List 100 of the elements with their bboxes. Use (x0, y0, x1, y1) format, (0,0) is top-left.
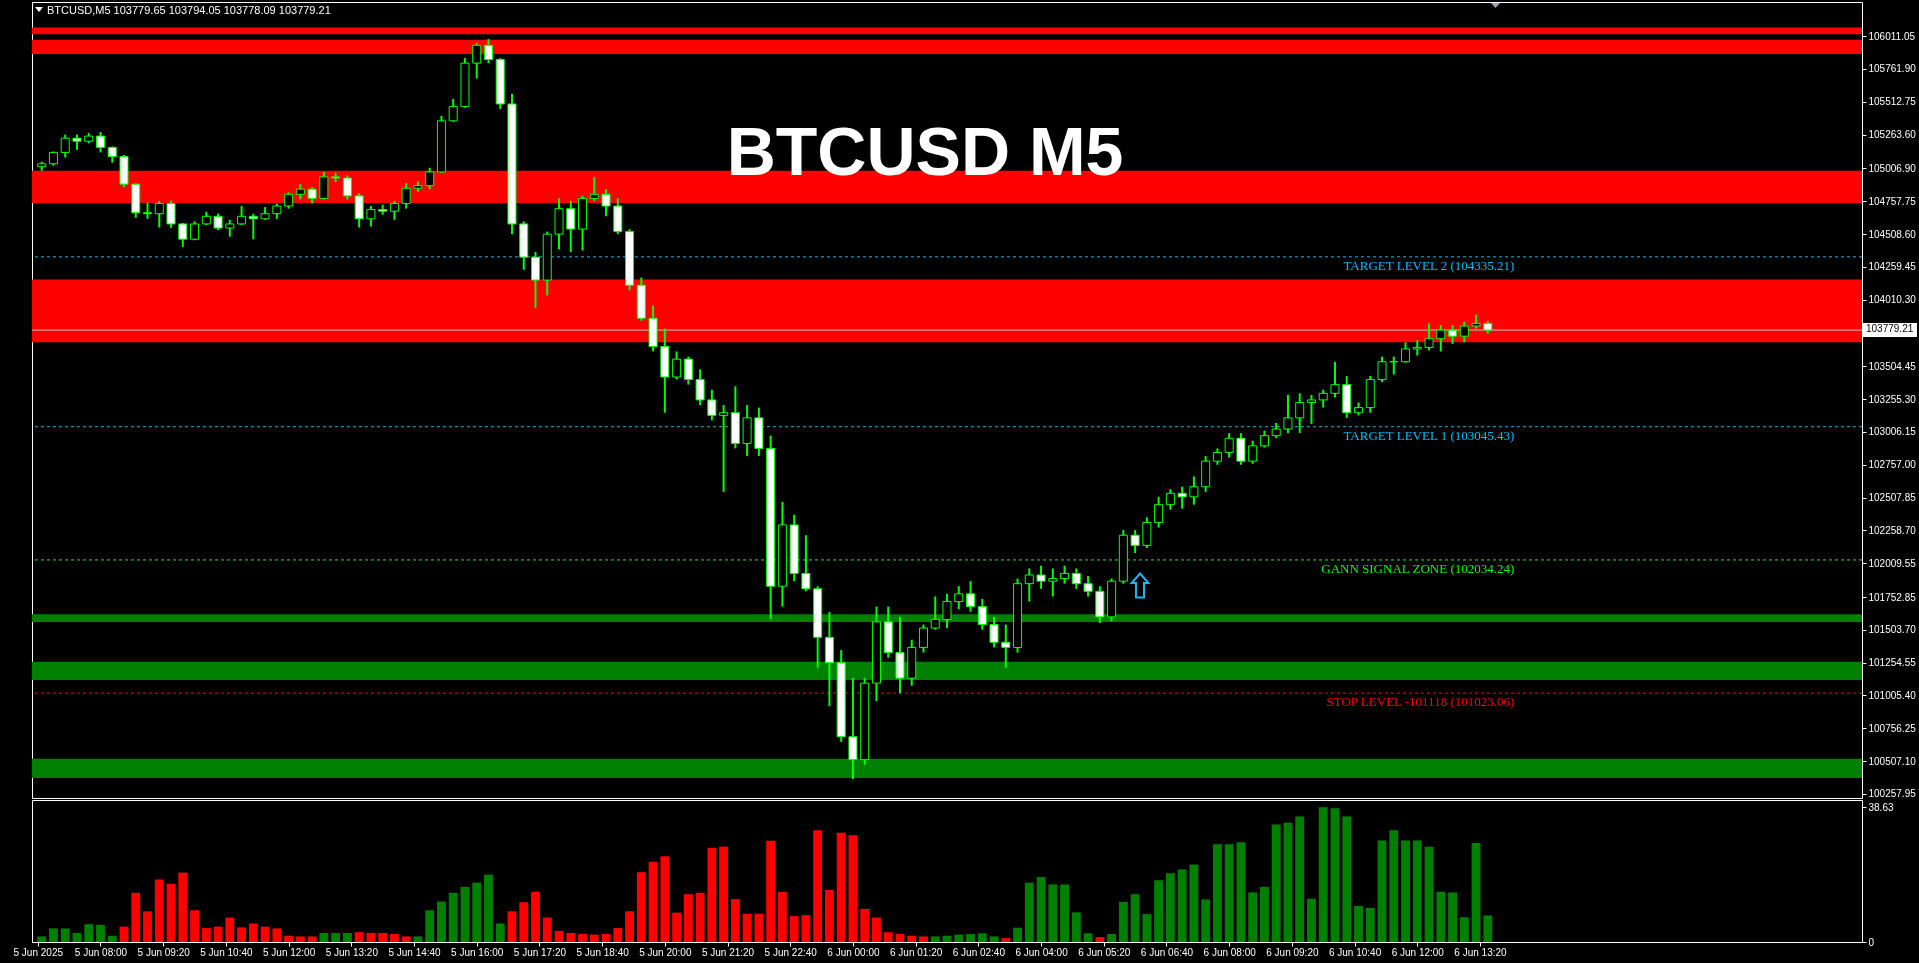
bar (825, 890, 834, 942)
bar (1036, 877, 1046, 942)
y-tick-label: 102757.00 (1868, 459, 1917, 471)
bar (683, 894, 693, 942)
candlestick (483, 38, 493, 65)
bar (437, 901, 446, 942)
candlestick (389, 199, 399, 221)
bar (730, 899, 740, 942)
bar (766, 840, 776, 942)
x-tick-label: 5 Jun 18:40 (576, 946, 630, 958)
bar (1048, 884, 1058, 942)
y-tick-label: 106011.05 (1868, 30, 1916, 42)
candlestick (683, 355, 693, 386)
bar (154, 879, 164, 942)
candlestick (472, 41, 482, 80)
y-tick-label: 105006.90 (1868, 162, 1917, 174)
bar (237, 927, 247, 942)
bar (507, 911, 517, 942)
x-tick-label: 5 Jun 2025 (13, 946, 64, 958)
bar (131, 892, 141, 942)
bar (495, 923, 505, 942)
y-tick-label: 100756.25 (1868, 722, 1917, 734)
bar (225, 917, 235, 942)
bar (1201, 899, 1211, 942)
x-tick-label: 5 Jun 16:00 (451, 946, 504, 958)
candlestick (695, 368, 705, 407)
y-tick-label: 104757.75 (1868, 195, 1917, 207)
bar (566, 932, 576, 942)
y-tick-label: 102507.85 (1868, 492, 1917, 504)
candlestick (566, 199, 576, 254)
candlestick (1177, 485, 1187, 510)
bar (1142, 914, 1152, 942)
bar (37, 936, 47, 942)
candlestick (154, 199, 164, 229)
candlestick (1142, 516, 1152, 549)
candlestick (1036, 564, 1046, 590)
bar (1212, 844, 1222, 942)
x-tick-label: 6 Jun 13:20 (1454, 946, 1508, 958)
bar (719, 846, 729, 942)
candlestick (1377, 355, 1387, 384)
candlestick (1130, 529, 1140, 554)
ref-line-label: STOP LEVEL -101118 (101023.06) (1326, 694, 1515, 710)
bar (1377, 840, 1387, 942)
bar (989, 936, 999, 942)
candlestick (601, 188, 611, 218)
bar (1024, 882, 1034, 942)
bar (460, 886, 470, 942)
bar (389, 933, 399, 942)
bar (448, 892, 458, 942)
x-tick-label: 6 Jun 01:20 (890, 946, 943, 958)
bar (1365, 907, 1375, 942)
x-tick-label: 5 Jun 09:20 (137, 946, 191, 958)
x-tick-label: 5 Jun 21:20 (701, 946, 755, 958)
bar (542, 917, 552, 942)
x-tick-label: 6 Jun 02:40 (952, 946, 1006, 958)
bar (1483, 915, 1493, 942)
bar (1459, 917, 1469, 942)
candlestick (1295, 392, 1305, 435)
bar (742, 913, 752, 942)
bar (1271, 824, 1281, 942)
x-tick-label: 6 Jun 09:20 (1266, 946, 1319, 958)
candlestick (1436, 323, 1446, 353)
bar (248, 923, 258, 942)
bar (1154, 880, 1164, 942)
bar (660, 856, 670, 942)
y-tick-label: 103255.30 (1868, 393, 1917, 405)
bar (789, 916, 799, 942)
y-tick-label: 103504.45 (1868, 360, 1917, 372)
bar (860, 908, 870, 942)
bar (707, 847, 717, 942)
bar (519, 902, 529, 942)
candlestick (319, 170, 329, 201)
bar (260, 926, 270, 942)
candlestick (1224, 432, 1234, 459)
bar (1248, 892, 1258, 942)
candlestick (366, 205, 376, 228)
y-tick-label: 38.63 (1868, 801, 1894, 813)
ref-line-label: TARGET LEVEL 2 (104335.21) (1343, 257, 1515, 273)
bar (907, 935, 917, 942)
candlestick (672, 350, 682, 381)
bar (636, 872, 646, 942)
bar (49, 928, 58, 942)
x-tick-label: 5 Jun 13:20 (325, 946, 379, 958)
candlestick (1024, 567, 1034, 603)
candlestick (918, 623, 929, 654)
candlestick (1154, 495, 1164, 529)
bar (672, 912, 682, 942)
y-tick-label: 101254.55 (1868, 657, 1917, 669)
candlestick (954, 585, 964, 611)
bar (307, 936, 317, 942)
candlestick (1283, 393, 1293, 435)
bar (813, 830, 823, 942)
x-tick-label: 6 Jun 05:20 (1078, 946, 1131, 958)
candlestick (942, 592, 952, 630)
candlestick (1048, 567, 1058, 598)
y-tick-label: 104508.60 (1868, 228, 1917, 240)
bar (401, 936, 411, 942)
bar (1330, 808, 1340, 942)
bar (589, 934, 599, 942)
bar (1236, 842, 1246, 942)
